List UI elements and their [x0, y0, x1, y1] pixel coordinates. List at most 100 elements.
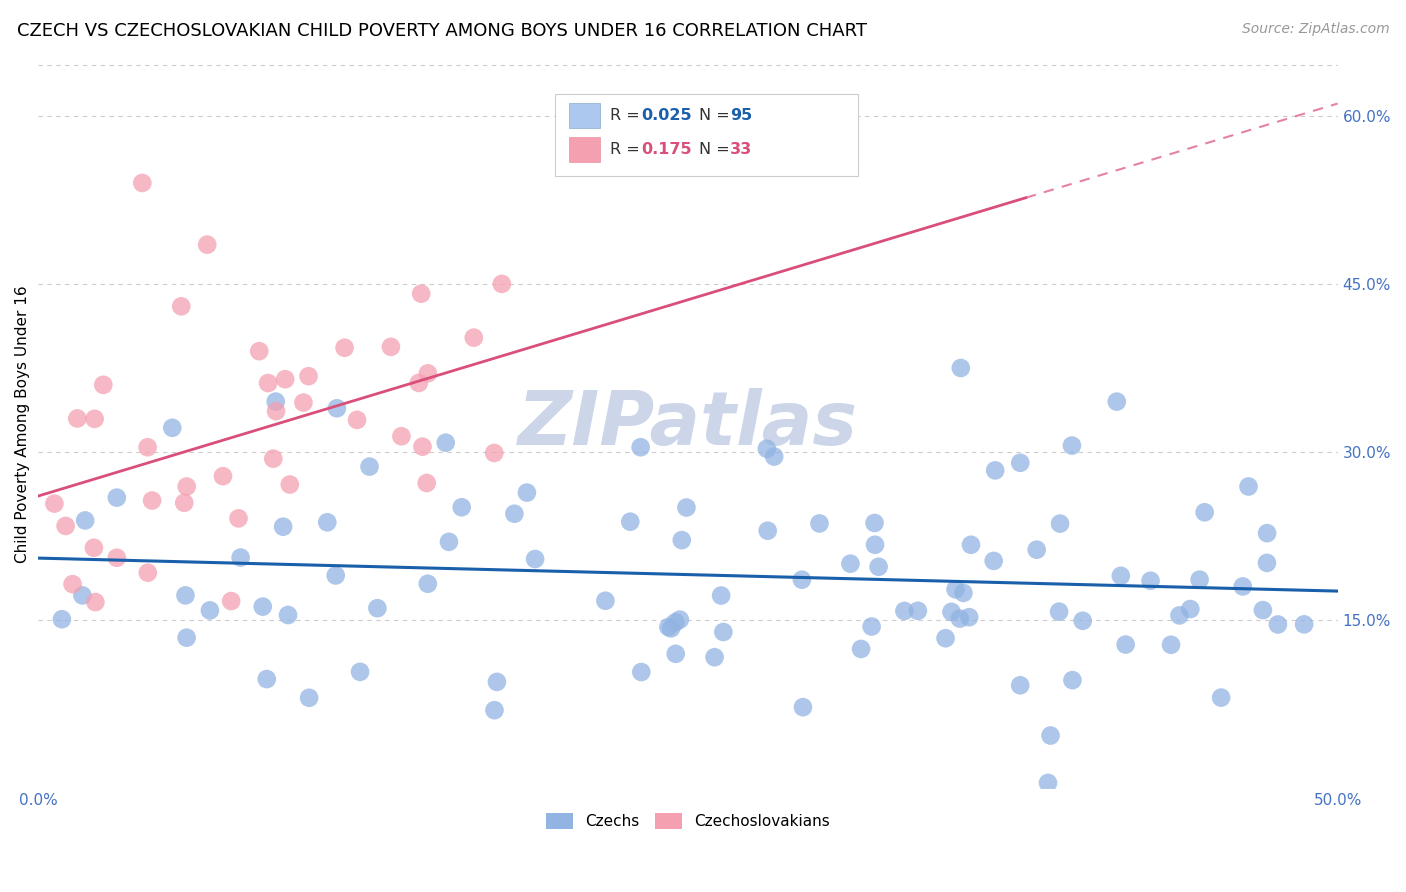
- Point: [1036, 776, 1059, 790]
- Point: [907, 604, 929, 618]
- Point: [1049, 516, 1071, 531]
- Point: [868, 559, 890, 574]
- Point: [790, 573, 813, 587]
- Point: [176, 631, 198, 645]
- Point: [664, 615, 686, 630]
- Point: [1211, 690, 1233, 705]
- Point: [411, 440, 433, 454]
- Point: [359, 459, 381, 474]
- Point: [671, 533, 693, 548]
- Point: [389, 429, 412, 443]
- Point: [957, 610, 980, 624]
- Point: [176, 479, 198, 493]
- Point: [105, 550, 128, 565]
- Point: [1105, 394, 1128, 409]
- Point: [630, 440, 652, 454]
- Point: [326, 401, 349, 416]
- Text: 33: 33: [730, 143, 752, 157]
- Point: [675, 500, 697, 515]
- Point: [849, 642, 872, 657]
- Point: [945, 582, 967, 597]
- Point: [131, 176, 153, 190]
- Point: [485, 674, 508, 689]
- Point: [51, 612, 73, 626]
- Point: [72, 588, 94, 602]
- Point: [960, 538, 983, 552]
- Point: [264, 394, 287, 409]
- Point: [437, 534, 460, 549]
- Point: [1194, 505, 1216, 519]
- Text: Source: ZipAtlas.com: Source: ZipAtlas.com: [1241, 22, 1389, 37]
- Point: [860, 619, 883, 633]
- Point: [941, 605, 963, 619]
- Point: [463, 331, 485, 345]
- Point: [1115, 638, 1137, 652]
- Point: [1025, 542, 1047, 557]
- Point: [792, 700, 814, 714]
- Point: [66, 411, 89, 425]
- Point: [935, 632, 957, 646]
- Point: [252, 599, 274, 614]
- Point: [262, 451, 284, 466]
- Point: [349, 665, 371, 679]
- Point: [170, 299, 193, 313]
- Point: [228, 511, 250, 525]
- Point: [1060, 438, 1083, 452]
- Point: [808, 516, 831, 531]
- Point: [1267, 617, 1289, 632]
- Point: [952, 586, 974, 600]
- Point: [83, 412, 105, 426]
- Point: [274, 372, 297, 386]
- Point: [212, 469, 235, 483]
- Point: [256, 672, 278, 686]
- Point: [257, 376, 280, 390]
- Text: ZIPatlas: ZIPatlas: [517, 387, 858, 460]
- Point: [198, 603, 221, 617]
- Point: [1256, 556, 1278, 570]
- Point: [949, 361, 972, 376]
- Point: [75, 513, 97, 527]
- Point: [710, 589, 733, 603]
- Point: [763, 450, 786, 464]
- Point: [1232, 579, 1254, 593]
- Text: R =: R =: [610, 143, 645, 157]
- Point: [162, 421, 184, 435]
- Point: [1188, 573, 1211, 587]
- Point: [173, 496, 195, 510]
- Point: [1109, 569, 1132, 583]
- Point: [325, 568, 347, 582]
- Point: [136, 566, 159, 580]
- Point: [333, 341, 356, 355]
- Point: [1168, 608, 1191, 623]
- Point: [277, 607, 299, 622]
- Point: [983, 554, 1005, 568]
- Point: [1256, 526, 1278, 541]
- Point: [756, 524, 779, 538]
- Text: R =: R =: [610, 109, 645, 123]
- Point: [292, 395, 315, 409]
- Point: [839, 557, 862, 571]
- Point: [1139, 574, 1161, 588]
- Point: [105, 491, 128, 505]
- Text: CZECH VS CZECHOSLOVAKIAN CHILD POVERTY AMONG BOYS UNDER 16 CORRELATION CHART: CZECH VS CZECHOSLOVAKIAN CHILD POVERTY A…: [17, 22, 868, 40]
- Point: [1180, 602, 1202, 616]
- Point: [247, 344, 270, 359]
- Point: [44, 497, 66, 511]
- Point: [411, 286, 433, 301]
- Point: [863, 538, 886, 552]
- Point: [703, 650, 725, 665]
- Point: [595, 593, 617, 607]
- Point: [630, 665, 652, 679]
- Point: [984, 463, 1007, 477]
- Point: [174, 588, 197, 602]
- Point: [659, 621, 682, 635]
- Point: [657, 620, 679, 634]
- Point: [524, 552, 547, 566]
- Point: [278, 477, 301, 491]
- Point: [711, 625, 734, 640]
- Point: [516, 485, 538, 500]
- Point: [271, 519, 294, 533]
- Point: [264, 404, 287, 418]
- Point: [484, 703, 506, 717]
- Point: [1047, 605, 1070, 619]
